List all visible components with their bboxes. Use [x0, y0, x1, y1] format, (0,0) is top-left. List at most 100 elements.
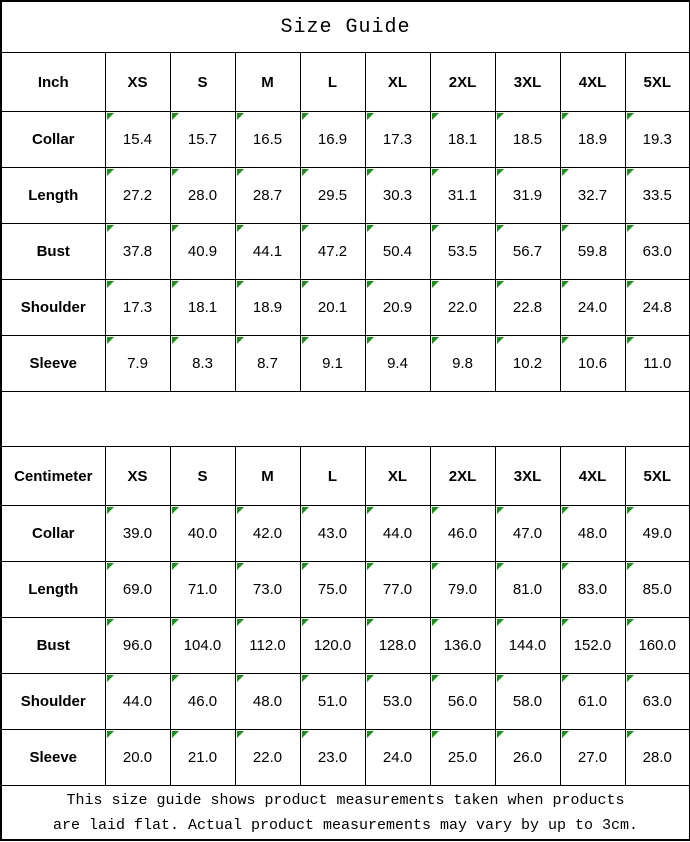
text-format-flag-icon	[626, 619, 634, 626]
measurement-row: Bust 37.8 40.9 44.1 47.2 50.4 53.5 56.7 59.8 63.0	[0, 223, 690, 280]
value-cell: 48.0	[559, 505, 626, 562]
value-text: 85.0	[642, 581, 672, 598]
text-format-flag-icon	[431, 225, 439, 232]
value-text: 40.0	[187, 525, 218, 542]
value-cell: 44.1	[234, 223, 301, 280]
value-cell: 31.9	[494, 167, 561, 224]
text-format-flag-icon	[236, 619, 244, 626]
value-cell: 85.0	[624, 561, 690, 618]
value-text: 71.0	[187, 581, 218, 598]
footer-note: This size guide shows product measuremen…	[0, 785, 690, 841]
value-text: 23.0	[317, 749, 348, 766]
value-cell: 27.2	[104, 167, 171, 224]
size-header-cell-4xl: 4XL	[559, 52, 626, 112]
value-text: 20.0	[122, 749, 153, 766]
value-text: 53.5	[447, 243, 478, 260]
value-cell: 47.2	[299, 223, 366, 280]
value-text: 46.0	[447, 525, 478, 542]
value-cell: 53.5	[429, 223, 496, 280]
value-text: 28.7	[252, 187, 283, 204]
text-format-flag-icon	[236, 281, 244, 288]
value-cell: 22.0	[234, 729, 301, 786]
value-cell: 136.0	[429, 617, 496, 674]
value-cell: 22.0	[429, 279, 496, 336]
text-format-flag-icon	[626, 731, 634, 738]
text-format-flag-icon	[366, 675, 374, 682]
value-text: 28.0	[187, 187, 218, 204]
value-text: 10.2	[512, 355, 543, 372]
value-text: 25.0	[447, 749, 478, 766]
size-header-cell-3xl: 3XL	[494, 446, 561, 506]
text-format-flag-icon	[171, 507, 179, 514]
value-cell: 16.9	[299, 111, 366, 168]
measurement-row: Length 27.2 28.0 28.7 29.5 30.3 31.1 31.9 32.7 33…	[0, 167, 690, 224]
text-format-flag-icon	[106, 507, 114, 514]
value-text: 40.9	[187, 243, 218, 260]
text-format-flag-icon	[366, 225, 374, 232]
value-text: 32.7	[577, 187, 608, 204]
size-header-cell-4xl: 4XL	[559, 446, 626, 506]
value-cell: 69.0	[104, 561, 171, 618]
value-cell: 44.0	[104, 673, 171, 730]
value-text: 44.1	[252, 243, 283, 260]
text-format-flag-icon	[301, 337, 309, 344]
value-cell: 18.9	[234, 279, 301, 336]
value-cell: 18.1	[429, 111, 496, 168]
centimeter-table-section: Centimeter XS S M L XL 2XL 3XL 4XL 5XL Collar 39.0 4…	[0, 446, 690, 786]
value-cell: 29.5	[299, 167, 366, 224]
text-format-flag-icon	[301, 169, 309, 176]
size-header-cell-m: M	[234, 52, 301, 112]
value-cell: 160.0	[624, 617, 690, 674]
value-cell: 16.5	[234, 111, 301, 168]
row-label-cell: Length	[0, 561, 106, 618]
value-text: 18.5	[512, 131, 543, 148]
value-text: 15.7	[187, 131, 218, 148]
text-format-flag-icon	[236, 507, 244, 514]
value-cell: 22.8	[494, 279, 561, 336]
text-format-flag-icon	[626, 113, 634, 120]
page-title: Size Guide	[0, 0, 690, 53]
text-format-flag-icon	[561, 225, 569, 232]
value-cell: 10.6	[559, 335, 626, 392]
value-cell: 112.0	[234, 617, 301, 674]
text-format-flag-icon	[236, 731, 244, 738]
value-text: 75.0	[317, 581, 348, 598]
text-format-flag-icon	[496, 225, 504, 232]
value-cell: 18.5	[494, 111, 561, 168]
value-text: 73.0	[252, 581, 283, 598]
value-text: 24.0	[382, 749, 413, 766]
value-cell: 9.8	[429, 335, 496, 392]
value-cell: 56.7	[494, 223, 561, 280]
text-format-flag-icon	[301, 563, 309, 570]
value-cell: 33.5	[624, 167, 690, 224]
size-header-cell-s: S	[169, 446, 236, 506]
row-label-cell: Bust	[0, 223, 106, 280]
value-text: 152.0	[573, 637, 612, 654]
value-text: 128.0	[378, 637, 417, 654]
text-format-flag-icon	[561, 281, 569, 288]
text-format-flag-icon	[301, 225, 309, 232]
text-format-flag-icon	[106, 169, 114, 176]
value-text: 104.0	[183, 637, 222, 654]
unit-header-cell: Centimeter	[0, 446, 106, 506]
value-cell: 144.0	[494, 617, 561, 674]
value-cell: 28.0	[624, 729, 690, 786]
value-text: 48.0	[252, 693, 283, 710]
value-text: 42.0	[252, 525, 283, 542]
size-header-cell-2xl: 2XL	[429, 52, 496, 112]
value-cell: 77.0	[364, 561, 431, 618]
text-format-flag-icon	[626, 563, 634, 570]
size-header-cell-xl: XL	[364, 446, 431, 506]
value-text: 27.2	[122, 187, 153, 204]
value-cell: 46.0	[169, 673, 236, 730]
value-cell: 17.3	[104, 279, 171, 336]
text-format-flag-icon	[106, 619, 114, 626]
value-text: 20.1	[317, 299, 348, 316]
value-text: 136.0	[443, 637, 482, 654]
value-text: 17.3	[382, 131, 413, 148]
size-header-cell-5xl: 5XL	[624, 446, 690, 506]
text-format-flag-icon	[106, 563, 114, 570]
text-format-flag-icon	[171, 563, 179, 570]
title-row: Size Guide	[0, 0, 690, 53]
value-cell: 120.0	[299, 617, 366, 674]
